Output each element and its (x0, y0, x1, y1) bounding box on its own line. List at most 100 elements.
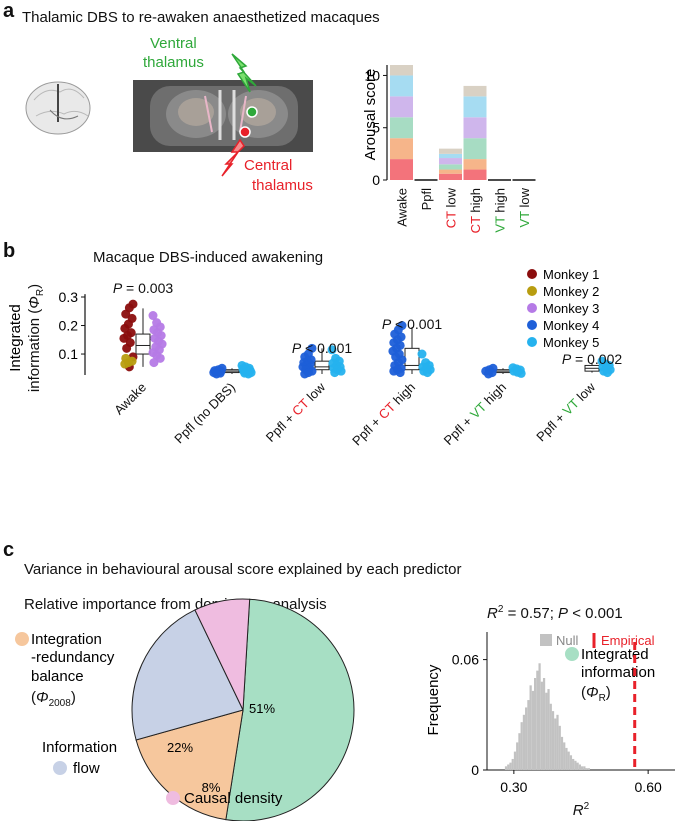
phi-data-point (120, 359, 130, 369)
phi-legend-label: Monkey 1 (543, 267, 599, 282)
hist-stat-title-part: P (558, 605, 568, 622)
pie-legend-label: Integrated (581, 646, 649, 663)
phi-category-label: Ppfl (no DBS) (171, 380, 238, 447)
hist-bar (551, 711, 555, 770)
central-thalamus-label-2: thalamus (252, 177, 313, 194)
arousal-category-label: VT high (493, 188, 508, 233)
hist-bar (587, 768, 590, 770)
hist-bar (585, 768, 588, 770)
dominance-pie-chart: 51%18%22%8%Integratedinformation(ΦR)Inte… (15, 598, 655, 821)
panel-b-label: b (3, 240, 16, 262)
arousal-bar-segment (439, 158, 462, 165)
hist-legend-null-marker (540, 634, 552, 646)
hist-legend-null: Null (556, 633, 579, 648)
pie-legend-marker (15, 632, 29, 646)
hist-bar (511, 758, 514, 770)
arousal-category-label-part: CT (444, 211, 459, 228)
phi-data-point (602, 368, 612, 378)
phi-pvalue-label-part: < 0.001 (301, 340, 352, 356)
hist-bar (527, 700, 530, 770)
arousal-bar-segment (439, 164, 462, 170)
arousal-bar-segment (463, 96, 487, 118)
hist-bar (560, 736, 564, 770)
hist-bar (520, 722, 523, 770)
hist-bar (525, 707, 528, 770)
arousal-bar-segment (463, 159, 487, 170)
phi-category-label: Ppfl + CT high (349, 380, 418, 449)
phi-pvalue-label-part: < 0.001 (391, 316, 442, 332)
phi-data-point (395, 368, 405, 378)
central-thalamus-label: Central (244, 157, 292, 174)
phi-category-label-part: Awake (111, 380, 149, 418)
arousal-category-label: VT low (517, 187, 532, 227)
hist-stat-title-part: = 0.57; (503, 605, 558, 622)
pie-legend-symbol-part: ( (581, 684, 586, 701)
pie-legend-symbol-part: ) (71, 689, 76, 706)
pie-legend-marker (53, 761, 67, 775)
arousal-bar-segment (463, 169, 487, 180)
phi-y-tick-label: 0.1 (59, 346, 79, 362)
hist-x-label: R2 (573, 801, 590, 819)
phi-data-point (300, 369, 310, 379)
arousal-category-label-part: Ppfl (419, 188, 434, 211)
pie-slice-label: 8% (202, 780, 221, 795)
phi-pvalue-label: P = 0.002 (562, 351, 623, 367)
panel-b-title: Macaque DBS-induced awakening (93, 249, 324, 266)
phi-y-label-2-part: information ( (26, 309, 43, 392)
hist-bar (556, 714, 559, 770)
phi-y-label-1: Integrated (7, 304, 24, 372)
phi-pvalue-label: P < 0.001 (382, 316, 443, 332)
hist-bar (516, 742, 519, 770)
phi-category-label-part: Ppfl (no DBS) (171, 380, 238, 447)
hist-x-tick-label: 0.30 (500, 779, 527, 795)
hist-bar (569, 755, 573, 770)
hist-bar (513, 751, 517, 770)
hist-stat-title-part: R (487, 605, 498, 622)
phi-y-tick-label: 0.3 (59, 289, 79, 305)
hist-bar (572, 758, 575, 770)
phi-data-point (212, 369, 222, 379)
phi-y-label-2: information (ΦR) (26, 284, 46, 392)
phi-data-point (149, 358, 159, 368)
pie-legend-label: balance (31, 668, 84, 685)
pie-legend-symbol-part: R (599, 693, 606, 704)
phi-legend-label: Monkey 4 (543, 318, 599, 333)
pie-legend-symbol: (Φ2008) (31, 689, 76, 709)
hist-bar (574, 760, 577, 770)
phi-category-label: Ppfl + VT high (441, 380, 509, 448)
arousal-category-label-part: high (493, 188, 508, 216)
pie-legend-label: Causal density (184, 790, 283, 807)
hist-bar (567, 751, 570, 770)
hist-x-tick-label: 0.60 (635, 779, 662, 795)
pie-legend-symbol: (ΦR) (581, 684, 611, 704)
hist-bar (549, 703, 552, 770)
phi-legend-marker (527, 303, 537, 313)
arousal-category-label-part: low (517, 187, 532, 211)
phi-data-point (121, 309, 131, 319)
phi-legend-label: Monkey 2 (543, 284, 599, 299)
hist-bar (565, 747, 568, 770)
phi-legend-marker (527, 286, 537, 296)
hist-legend-empirical: Empirical (601, 633, 655, 648)
phi-data-point (422, 368, 432, 378)
hist-stat-title-part: < 0.001 (568, 605, 623, 622)
arousal-bar-segment (439, 148, 462, 154)
arousal-bar-segment (390, 96, 413, 118)
hist-bar (545, 692, 548, 770)
phi-box (404, 347, 420, 371)
brain-3d-illustration (25, 81, 91, 135)
hist-bar (538, 663, 541, 770)
phi-chart: 0.1 0.2 0.3 Integrated information (ΦR) P = 0… (7, 267, 622, 448)
arousal-bar-segment (463, 85, 487, 97)
hist-bar (518, 733, 521, 770)
arousal-bar-segment (439, 169, 462, 174)
pie-legend-label: information (581, 664, 655, 681)
hist-bar (529, 685, 532, 770)
phi-data-point (120, 323, 130, 333)
panel-a-title: Thalamic DBS to re-awaken anaesthetized … (22, 9, 380, 26)
phi-data-point (119, 333, 129, 343)
electrode-markers (221, 53, 258, 177)
phi-pvalue-label-part: P (292, 340, 302, 356)
